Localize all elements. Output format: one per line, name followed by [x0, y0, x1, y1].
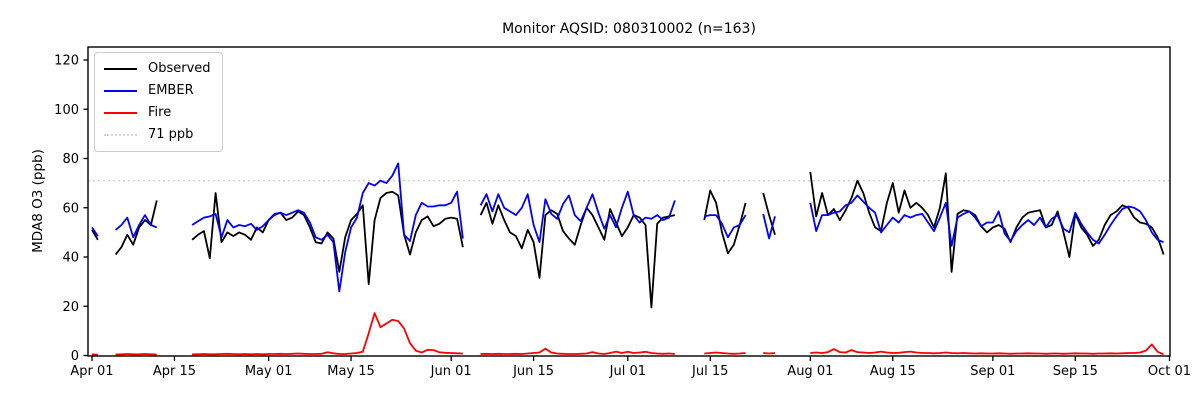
plot-frame: [87, 46, 1171, 357]
legend-line-sample: [104, 90, 137, 92]
y-axis: 0 20 40 60 80 100 120: [54, 54, 88, 364]
x-tick-label: Apr 15: [153, 364, 196, 379]
series-segment-observed: [703, 189, 747, 255]
series-segment-fire: [480, 347, 675, 355]
series-segment-fire: [91, 353, 98, 356]
series-segment-fire: [763, 352, 776, 355]
series-segment-observed: [479, 201, 676, 309]
series-segment-fire: [115, 353, 157, 356]
legend-item-fire: Fire: [104, 105, 211, 121]
y-tick-label: 100: [54, 103, 79, 118]
legend-line-sample: [104, 112, 137, 114]
x-tick-label: Aug 15: [870, 364, 916, 379]
y-tick-label: 40: [62, 251, 79, 266]
y-tick-label: 120: [54, 54, 79, 69]
legend-label: Observed: [148, 61, 211, 76]
series-segment-ember: [809, 194, 1164, 247]
chart-title: Monitor AQSID: 080310002 (n=163): [502, 21, 756, 37]
series-ember: [91, 162, 1164, 293]
series-fire: [91, 312, 1164, 356]
y-tick-label: 80: [62, 152, 79, 167]
legend-label: 71 ppb: [148, 127, 194, 142]
series-segment-ember: [91, 226, 99, 237]
x-tick-label: Jun 01: [430, 364, 472, 379]
legend-line-sample: [104, 68, 137, 70]
legend-item-ember: EMBER: [104, 83, 211, 99]
legend: Observed EMBER Fire 71 ppb: [94, 52, 223, 152]
legend-line-sample: [104, 134, 137, 136]
x-tick-label: Sep 15: [1053, 364, 1098, 379]
y-tick-label: 20: [62, 300, 79, 315]
y-tick-label: 60: [62, 201, 79, 216]
x-tick-label: Aug 01: [787, 364, 833, 379]
x-tick-label: Jun 15: [512, 364, 554, 379]
series-segment-fire: [192, 312, 463, 356]
y-axis-label: MDA8 O3 (ppb): [30, 149, 46, 253]
legend-label: Fire: [148, 105, 172, 120]
series-segment-ember: [191, 162, 464, 293]
y-tick-label: 0: [71, 349, 79, 364]
series-segment-observed: [91, 229, 99, 241]
series-segment-ember: [704, 214, 747, 239]
series-segment-observed: [114, 200, 158, 256]
series-segment-ember: [762, 213, 776, 240]
x-tick-label: Jul 15: [691, 364, 728, 379]
x-tick-label: Jul 01: [609, 364, 646, 379]
series-segment-ember: [115, 214, 158, 239]
x-tick-label: May 01: [245, 364, 293, 379]
x-tick-label: Oct 01: [1148, 364, 1191, 379]
series-segment-ember: [479, 190, 676, 244]
series-segment-fire: [704, 351, 746, 355]
legend-item-71-ppb: 71 ppb: [104, 127, 211, 143]
x-tick-label: Apr 01: [70, 364, 113, 379]
series-observed: [91, 171, 1165, 309]
legend-item-observed: Observed: [104, 61, 211, 77]
series-segment-observed: [809, 171, 1165, 273]
series-segment-fire: [810, 343, 1164, 356]
legend-label: EMBER: [148, 83, 194, 98]
series-segment-observed: [762, 192, 776, 236]
x-tick-label: Sep 01: [970, 364, 1015, 379]
series-segment-observed: [191, 190, 464, 286]
x-axis: Apr 01 Apr 15 May 01 May 15 Jun 01 Jun 15 Jul …: [70, 356, 1191, 379]
x-tick-label: May 15: [327, 364, 375, 379]
